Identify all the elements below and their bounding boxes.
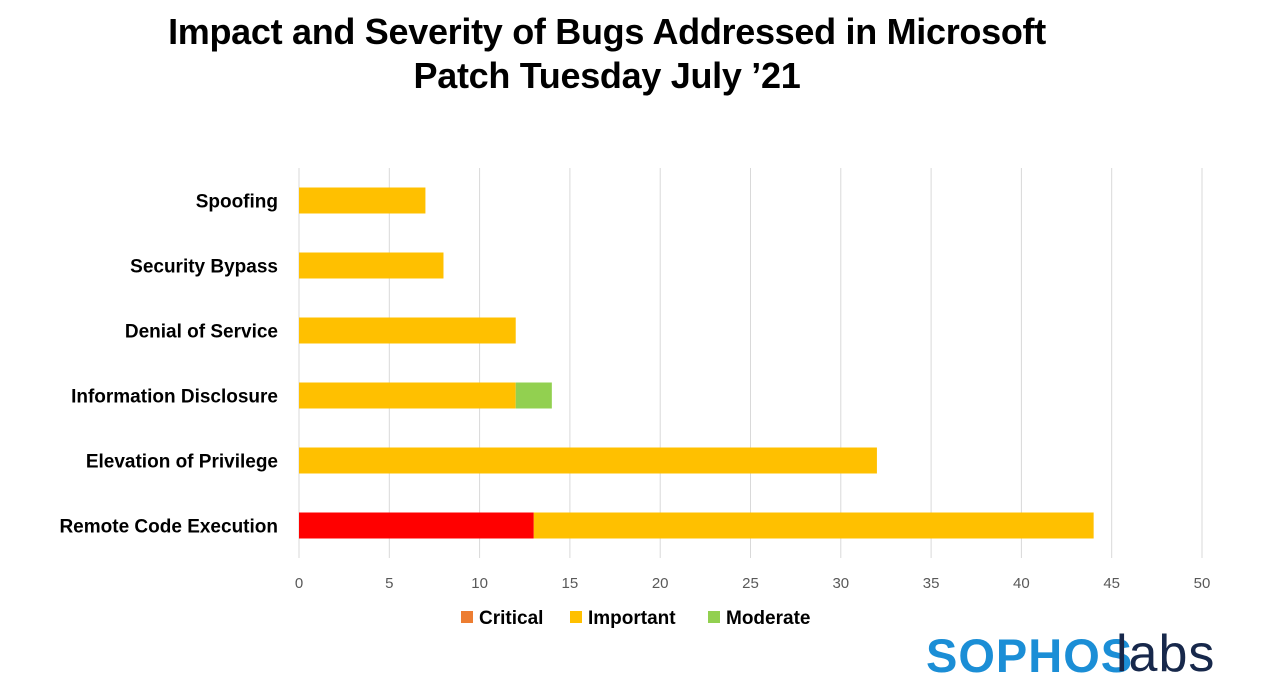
bar-important-spoofing bbox=[299, 187, 426, 214]
x-tick-label: 20 bbox=[652, 575, 669, 592]
legend-label-moderate: Moderate bbox=[726, 608, 810, 629]
sophoslabs-logo: SOPHOS labs bbox=[926, 628, 1238, 680]
category-label: Security Bypass bbox=[130, 257, 278, 278]
category-label: Information Disclosure bbox=[71, 387, 278, 408]
x-tick-label: 5 bbox=[385, 575, 393, 592]
x-tick-label: 0 bbox=[295, 575, 303, 592]
bar-critical-remote-code-execution bbox=[299, 512, 534, 539]
chart-title-line-1: Impact and Severity of Bugs Addressed in… bbox=[168, 11, 1046, 52]
category-label: Spoofing bbox=[196, 192, 278, 213]
x-tick-label: 45 bbox=[1103, 575, 1120, 592]
bar-important-remote-code-execution bbox=[533, 512, 1094, 539]
legend-label-important: Important bbox=[588, 608, 676, 629]
legend-swatch-moderate bbox=[708, 611, 720, 623]
x-tick-label: 10 bbox=[471, 575, 488, 592]
bar-moderate-information-disclosure bbox=[515, 382, 552, 409]
legend-swatch-important bbox=[570, 611, 582, 623]
bar-important-elevation-of-privilege bbox=[299, 447, 877, 474]
category-label: Elevation of Privilege bbox=[86, 452, 278, 473]
category-label: Remote Code Execution bbox=[59, 517, 278, 538]
legend-swatch-critical bbox=[461, 611, 473, 623]
x-tick-label: 30 bbox=[832, 575, 849, 592]
x-tick-label: 15 bbox=[562, 575, 579, 592]
logo-labs-text: labs bbox=[1116, 625, 1216, 683]
bar-important-security-bypass bbox=[299, 252, 444, 279]
bar-important-information-disclosure bbox=[299, 382, 516, 409]
legend-label-critical: Critical bbox=[479, 608, 543, 629]
category-label: Denial of Service bbox=[125, 322, 278, 343]
chart-title: Impact and Severity of Bugs Addressed in… bbox=[0, 10, 1214, 98]
x-tick-label: 25 bbox=[742, 575, 759, 592]
bar-important-denial-of-service bbox=[299, 317, 516, 344]
chart-title-line-2: Patch Tuesday July ’21 bbox=[413, 55, 801, 96]
x-tick-label: 35 bbox=[923, 575, 940, 592]
logo-sophos-text: SOPHOS bbox=[926, 629, 1134, 682]
x-tick-label: 40 bbox=[1013, 575, 1030, 592]
x-tick-label: 50 bbox=[1194, 575, 1211, 592]
